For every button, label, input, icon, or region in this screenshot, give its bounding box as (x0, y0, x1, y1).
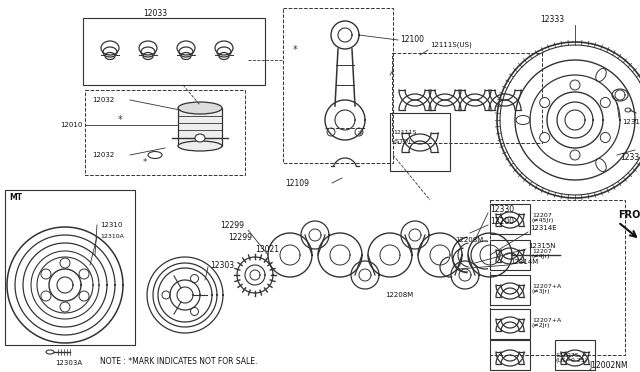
Text: 12310A: 12310A (100, 234, 124, 240)
Bar (490, 340, 530, 370)
Circle shape (41, 291, 51, 301)
Text: 12207+A
(≠2Jr): 12207+A (≠2Jr) (532, 318, 561, 328)
Bar (5, 190, 135, 345)
Bar (490, 240, 530, 270)
Text: MT: MT (9, 192, 22, 202)
Bar (85, 90, 245, 175)
Circle shape (570, 80, 580, 90)
Text: *: * (358, 130, 362, 140)
Text: 12032: 12032 (92, 97, 115, 103)
Text: 12303A: 12303A (55, 360, 82, 366)
Text: 12033: 12033 (143, 9, 167, 17)
Circle shape (162, 291, 170, 299)
Text: 12207
(≠4Jr): 12207 (≠4Jr) (532, 248, 552, 259)
Text: 12207+A
(≠3Jr): 12207+A (≠3Jr) (532, 283, 561, 294)
Ellipse shape (596, 68, 606, 81)
Circle shape (60, 258, 70, 268)
Bar (490, 309, 530, 339)
Text: 12100: 12100 (400, 35, 424, 45)
Ellipse shape (195, 134, 205, 142)
Text: 12207S
(US=0.25): 12207S (US=0.25) (555, 353, 587, 363)
Circle shape (41, 269, 51, 279)
Ellipse shape (178, 102, 222, 114)
Bar (490, 275, 530, 305)
Bar (178, 108, 222, 146)
Circle shape (79, 269, 89, 279)
Text: FRONT: FRONT (618, 210, 640, 220)
Circle shape (355, 128, 363, 136)
Bar (390, 113, 450, 171)
Text: 12208M: 12208M (455, 237, 483, 243)
Circle shape (60, 302, 70, 312)
Text: 12111S: 12111S (393, 129, 417, 135)
Bar (392, 53, 542, 143)
Text: 12314M: 12314M (510, 259, 538, 265)
Text: 12310: 12310 (100, 222, 122, 228)
Text: *: * (118, 115, 122, 125)
Bar (490, 204, 530, 234)
Circle shape (79, 291, 89, 301)
Circle shape (540, 97, 550, 108)
Text: 13021: 13021 (255, 246, 279, 254)
Ellipse shape (516, 115, 530, 125)
Text: (STD): (STD) (393, 140, 410, 144)
Text: 12200: 12200 (490, 218, 514, 227)
Bar (283, 8, 393, 163)
Bar (555, 340, 595, 370)
Text: 12109: 12109 (285, 179, 309, 187)
Text: 12208M: 12208M (385, 292, 413, 298)
Text: 12330: 12330 (490, 205, 514, 215)
Ellipse shape (596, 158, 606, 171)
Bar (490, 200, 625, 355)
Text: *: * (292, 45, 298, 55)
Circle shape (600, 132, 611, 142)
Ellipse shape (178, 141, 222, 151)
Text: 12207
(≠45Jr): 12207 (≠45Jr) (532, 213, 554, 224)
Text: 12333: 12333 (540, 16, 564, 25)
Text: 12032: 12032 (92, 152, 115, 158)
Text: 12010: 12010 (60, 122, 83, 128)
Circle shape (191, 307, 198, 315)
Text: 12299: 12299 (220, 221, 244, 230)
Ellipse shape (612, 89, 628, 101)
Text: *: * (143, 158, 147, 167)
Text: J12002NM: J12002NM (589, 360, 628, 369)
Text: 12315N: 12315N (528, 243, 556, 249)
Circle shape (327, 128, 335, 136)
Circle shape (600, 97, 611, 108)
Circle shape (540, 132, 550, 142)
Circle shape (570, 150, 580, 160)
Text: 12303: 12303 (210, 260, 234, 269)
Text: 12331: 12331 (620, 154, 640, 163)
Text: 12310A: 12310A (622, 119, 640, 125)
Text: 12299: 12299 (228, 234, 252, 243)
Text: 12314E: 12314E (530, 225, 557, 231)
Bar (83, 18, 265, 85)
Circle shape (191, 275, 198, 283)
Text: NOTE : *MARK INDICATES NOT FOR SALE.: NOTE : *MARK INDICATES NOT FOR SALE. (100, 357, 257, 366)
Text: 12111S(US): 12111S(US) (430, 42, 472, 48)
